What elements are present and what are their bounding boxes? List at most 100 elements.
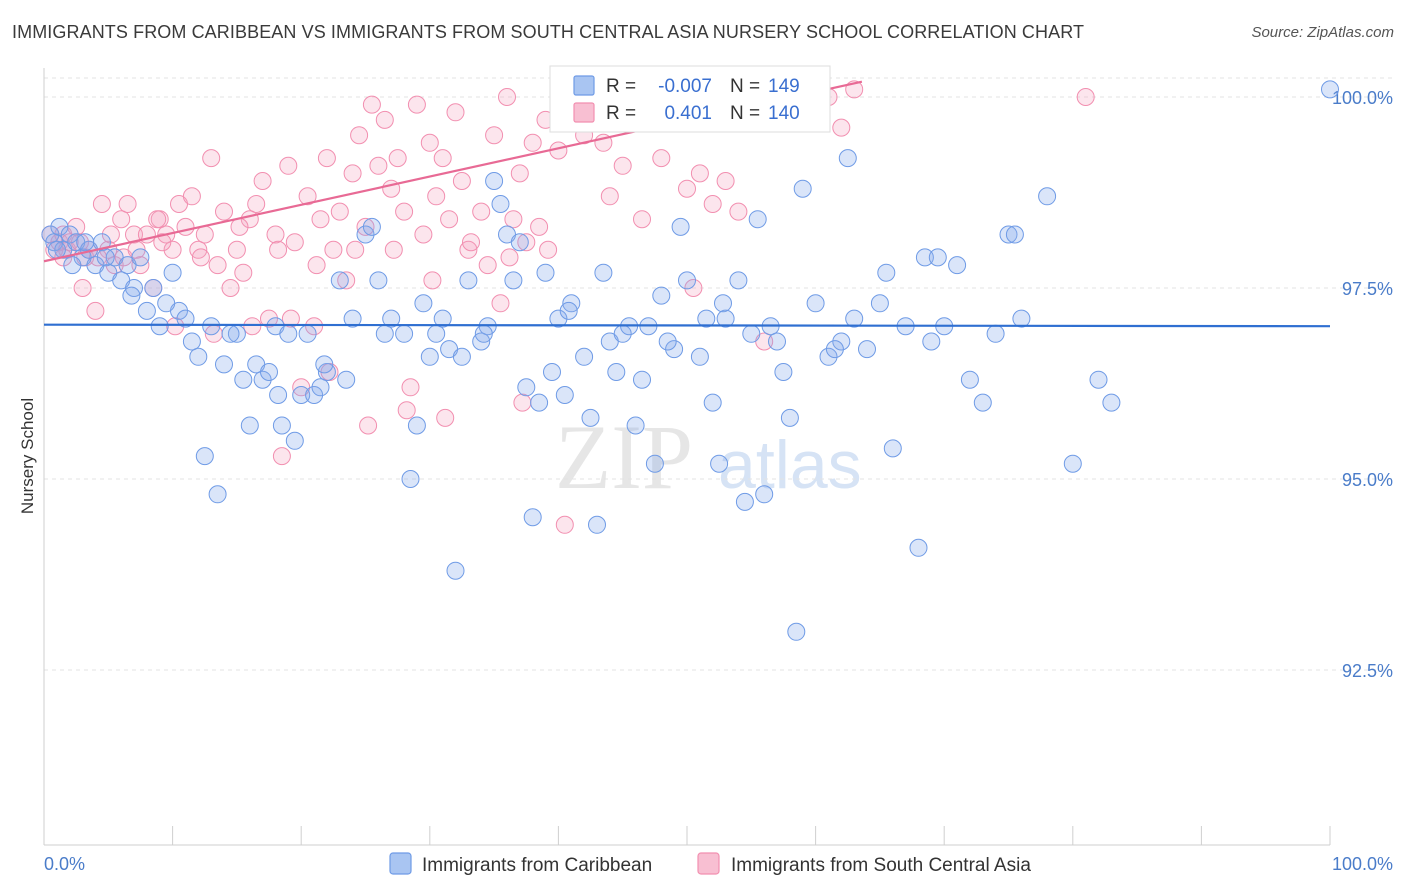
sca-point bbox=[401, 378, 420, 397]
sca-point bbox=[690, 164, 709, 183]
legend-r-label-1: R = bbox=[606, 76, 636, 97]
caribbean-point bbox=[922, 332, 941, 351]
caribbean-point bbox=[832, 332, 851, 351]
sca-point bbox=[195, 225, 214, 244]
sca-point bbox=[420, 133, 439, 152]
caribbean-point bbox=[678, 271, 696, 290]
sca-point bbox=[330, 202, 349, 221]
bottom-legend-label-caribbean: Immigrants from Caribbean bbox=[422, 855, 652, 876]
caribbean-point bbox=[690, 347, 709, 366]
caribbean-point bbox=[356, 225, 375, 244]
caribbean-point bbox=[330, 271, 349, 290]
caribbean-point bbox=[137, 301, 156, 320]
sca-point bbox=[517, 233, 536, 252]
sca-point bbox=[436, 408, 455, 427]
caribbean-point bbox=[877, 263, 896, 282]
caribbean-point bbox=[510, 233, 529, 252]
sca-point bbox=[311, 210, 330, 229]
watermark-zip: ZIP bbox=[555, 406, 693, 508]
legend-n-value-1: 149 bbox=[768, 76, 800, 97]
sca-point bbox=[703, 195, 722, 213]
caribbean-point bbox=[491, 195, 510, 213]
caribbean-point bbox=[311, 378, 330, 397]
caribbean-point bbox=[1063, 454, 1082, 473]
caribbean-point bbox=[60, 225, 79, 244]
sca-point bbox=[346, 240, 365, 259]
caribbean-point bbox=[122, 286, 141, 305]
caribbean-point bbox=[420, 347, 439, 366]
caribbean-point bbox=[433, 309, 452, 328]
y-tick-labels: 92.5% 95.0% 97.5% 100.0% bbox=[1332, 88, 1393, 681]
caribbean-point bbox=[928, 248, 947, 267]
caribbean-point bbox=[665, 340, 684, 359]
caribbean-point bbox=[986, 324, 1005, 343]
source-label: Source: ZipAtlas.com bbox=[1251, 24, 1394, 41]
sca-point bbox=[243, 317, 262, 336]
caribbean-point bbox=[157, 294, 176, 313]
sca-point bbox=[433, 149, 452, 168]
caribbean-point bbox=[710, 454, 729, 473]
sca-point bbox=[350, 126, 369, 145]
sca-point bbox=[369, 156, 388, 175]
caribbean-point bbox=[1005, 225, 1024, 244]
caribbean-point bbox=[948, 256, 967, 275]
caribbean-point bbox=[703, 393, 722, 412]
caribbean-point bbox=[716, 309, 735, 328]
caribbean-point bbox=[279, 324, 298, 343]
sca-point bbox=[716, 172, 735, 190]
caribbean-point bbox=[50, 217, 69, 236]
sca-point bbox=[101, 225, 120, 244]
sca-point bbox=[253, 172, 272, 190]
caribbean-point bbox=[697, 309, 716, 328]
watermark: ZIP atlas bbox=[555, 406, 862, 508]
caribbean-point bbox=[459, 271, 478, 290]
caribbean-point bbox=[735, 492, 754, 511]
caribbean-point bbox=[407, 416, 426, 435]
caribbean-point bbox=[780, 408, 799, 427]
caribbean-point bbox=[523, 508, 542, 527]
chart-title: IMMIGRANTS FROM CARIBBEAN VS IMMIGRANTS … bbox=[12, 22, 1085, 42]
sca-point bbox=[446, 103, 465, 122]
sca-point bbox=[285, 233, 304, 252]
sca-point bbox=[452, 172, 471, 190]
caribbean-point bbox=[253, 370, 272, 389]
caribbean-point bbox=[517, 378, 536, 397]
x-tick-label-max: 100.0% bbox=[1332, 854, 1393, 874]
caribbean-point bbox=[189, 347, 208, 366]
caribbean-point bbox=[774, 363, 793, 381]
sca-point bbox=[462, 233, 480, 252]
sca-point bbox=[92, 195, 111, 213]
caribbean-point bbox=[714, 294, 732, 313]
caribbean-point bbox=[645, 454, 664, 473]
sca-point bbox=[247, 195, 266, 213]
caribbean-point bbox=[1038, 187, 1057, 206]
sca-point bbox=[118, 195, 137, 213]
caribbean-point bbox=[414, 294, 433, 313]
sca-point bbox=[498, 88, 516, 106]
sca-point bbox=[384, 240, 403, 259]
bottom-legend-label-sca: Immigrants from South Central Asia bbox=[731, 855, 1031, 876]
sca-point bbox=[414, 225, 433, 244]
caribbean-point bbox=[504, 271, 523, 290]
sca-point bbox=[555, 515, 574, 534]
legend-n-label-2: N = bbox=[730, 103, 760, 124]
sca-point bbox=[153, 233, 172, 252]
sca-point bbox=[272, 447, 291, 466]
caribbean-point bbox=[375, 324, 394, 343]
caribbean-point bbox=[260, 363, 278, 381]
sca-point bbox=[260, 309, 278, 328]
caribbean-point bbox=[973, 393, 992, 412]
legend-r-label-2: R = bbox=[606, 103, 636, 124]
caribbean-point bbox=[536, 263, 555, 282]
caribbean-point bbox=[269, 386, 288, 404]
legend-r-value-1: -0.007 bbox=[658, 76, 712, 97]
caribbean-point bbox=[555, 386, 574, 404]
caribbean-point bbox=[960, 370, 979, 389]
caribbean-point bbox=[626, 416, 645, 435]
caribbean-point bbox=[559, 301, 578, 320]
caribbean-point bbox=[298, 324, 317, 343]
y-tick-label: 97.5% bbox=[1342, 279, 1393, 299]
caribbean-point bbox=[485, 172, 504, 190]
sca-point bbox=[423, 271, 442, 290]
